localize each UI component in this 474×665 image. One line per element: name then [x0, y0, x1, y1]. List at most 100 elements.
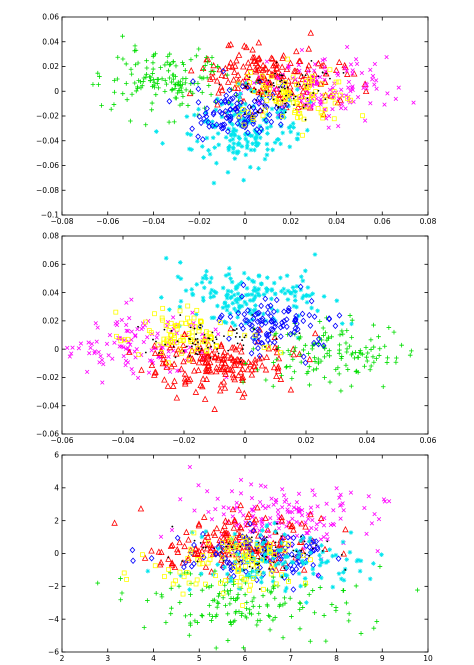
data-point-triangle [170, 360, 178, 367]
data-point-plus [164, 59, 170, 65]
data-point-x [286, 502, 292, 507]
data-point-asterisk [246, 571, 252, 577]
data-point-asterisk [302, 576, 308, 581]
data-point-x [311, 101, 316, 107]
data-point-triangle [209, 73, 217, 81]
y-tick-label: 0 [54, 345, 59, 354]
data-point-dot [197, 347, 200, 350]
data-point-square [218, 580, 223, 586]
data-point-plus [196, 46, 202, 52]
data-point-asterisk [330, 553, 335, 559]
data-point-plus [199, 612, 205, 618]
data-point-x [250, 507, 255, 512]
data-point-square [332, 100, 338, 106]
data-point-triangle [311, 329, 319, 337]
data-point-plus [199, 587, 205, 593]
data-point-plus [257, 604, 262, 609]
data-point-triangle [225, 41, 232, 49]
data-point-x [167, 369, 173, 374]
data-point-square [259, 92, 265, 98]
data-point-square [267, 545, 273, 550]
data-point-diamond [245, 542, 252, 550]
data-point-plus [306, 592, 312, 597]
data-point-x [350, 71, 355, 76]
data-point-square [188, 546, 194, 552]
data-point-triangle [249, 53, 257, 61]
data-point-square [240, 106, 246, 112]
data-point-diamond [247, 520, 253, 527]
data-point-asterisk [304, 292, 309, 298]
data-point-x [125, 360, 131, 365]
data-point-square [268, 571, 274, 577]
data-point-x [276, 511, 281, 517]
data-point-plus [297, 352, 303, 358]
data-point-triangle [218, 359, 226, 366]
data-point-diamond [229, 95, 236, 102]
data-point-dot [291, 93, 294, 96]
data-point-diamond [332, 322, 339, 330]
data-point-triangle [243, 43, 250, 51]
data-point-asterisk [277, 548, 283, 554]
data-point-asterisk [188, 132, 194, 138]
data-point-plus [179, 85, 184, 91]
data-point-asterisk [211, 180, 217, 186]
data-point-dot [274, 541, 277, 544]
data-point-diamond [201, 115, 207, 122]
data-point-x [296, 62, 301, 68]
data-point-triangle [320, 61, 328, 69]
data-point-triangle [230, 524, 238, 531]
data-point-asterisk [319, 560, 325, 565]
data-point-asterisk [212, 124, 218, 130]
data-point-dot [234, 336, 237, 338]
x-tick-label: −0.04 [112, 436, 135, 445]
data-point-triangle [217, 381, 225, 388]
data-point-plus [256, 611, 262, 616]
data-point-dot [277, 105, 280, 108]
data-point-triangle [305, 62, 313, 69]
data-point-x [101, 362, 106, 367]
data-point-triangle [229, 505, 237, 513]
data-point-x [264, 59, 270, 64]
data-point-square [241, 576, 247, 582]
data-point-dot [249, 106, 252, 108]
data-point-asterisk [252, 296, 257, 302]
data-point-x [308, 505, 314, 510]
data-point-square [229, 549, 235, 555]
data-point-plus [368, 347, 374, 352]
data-point-triangle [244, 365, 252, 373]
data-point-dot [164, 343, 167, 346]
data-point-asterisk [286, 125, 292, 130]
data-point-asterisk [321, 294, 327, 299]
data-point-x [78, 341, 84, 346]
data-point-square [181, 574, 187, 580]
data-point-asterisk [264, 286, 269, 291]
data-point-triangle [213, 77, 221, 84]
data-point-dot [272, 98, 275, 101]
data-point-diamond [277, 556, 284, 563]
data-point-asterisk [208, 294, 214, 300]
data-point-diamond [248, 350, 255, 357]
data-point-triangle [183, 528, 190, 535]
data-point-plus [228, 619, 233, 625]
data-point-dot [329, 77, 331, 80]
data-point-triangle [298, 520, 306, 527]
data-point-x [196, 483, 201, 488]
data-point-dot [174, 356, 177, 359]
data-point-diamond [166, 98, 173, 105]
data-point-asterisk [233, 128, 239, 133]
data-point-square [231, 564, 237, 570]
data-point-dot [210, 345, 212, 348]
data-point-dot [321, 550, 324, 552]
data-point-dot [274, 554, 277, 557]
data-point-asterisk [282, 291, 288, 296]
data-point-triangle [216, 66, 224, 73]
data-point-dot [239, 545, 242, 548]
data-point-asterisk [203, 273, 208, 278]
data-point-triangle [256, 355, 263, 362]
data-point-diamond [257, 78, 263, 86]
data-point-x [370, 73, 376, 79]
data-point-plus [214, 604, 220, 610]
data-point-diamond [250, 315, 257, 322]
data-point-dot [261, 554, 264, 557]
data-point-x [89, 341, 94, 347]
